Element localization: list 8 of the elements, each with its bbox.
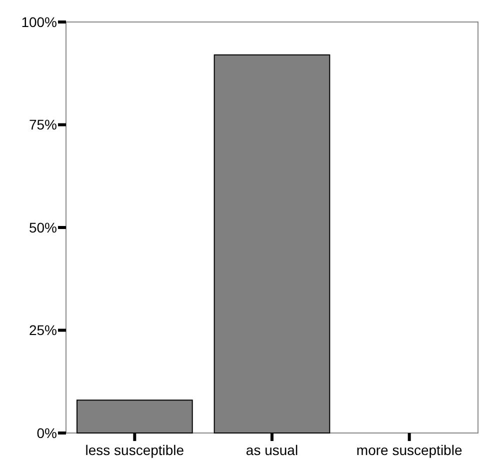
y-tick-label: 75% (28, 116, 57, 133)
y-tick-label: 100% (21, 14, 57, 30)
y-tick-label: 50% (28, 219, 57, 236)
x-tick-label: less susceptible (85, 442, 184, 458)
x-tick-label: more susceptible (356, 442, 462, 458)
y-tick-label: 0% (36, 424, 57, 441)
y-tick-label: 25% (28, 322, 57, 338)
x-tick-label: as usual (246, 442, 298, 458)
